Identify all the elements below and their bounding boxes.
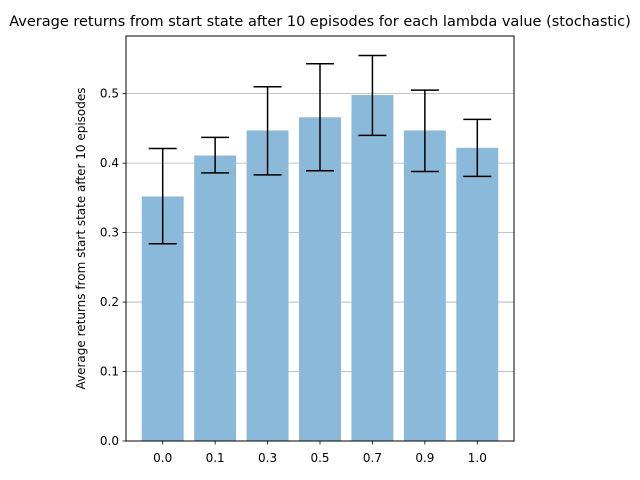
x-axis-ticks: 0.0 0.1 0.3 0.5 0.7 0.9 1.0 xyxy=(153,441,487,465)
y-tick-label: 0.4 xyxy=(100,156,119,170)
y-tick-label: 0.5 xyxy=(100,87,119,101)
bar-0.9 xyxy=(403,130,446,441)
y-axis-ticks: 0.0 0.1 0.2 0.3 0.4 0.5 xyxy=(100,87,126,448)
bar-0.3 xyxy=(246,130,289,441)
x-tick-label: 0.5 xyxy=(310,451,329,465)
x-tick-label: 0.0 xyxy=(153,451,172,465)
chart-title: Average returns from start state after 1… xyxy=(9,14,631,30)
x-tick-label: 0.7 xyxy=(363,451,382,465)
error-bars xyxy=(148,54,492,245)
x-tick-label: 0.3 xyxy=(258,451,277,465)
x-tick-label: 0.9 xyxy=(415,451,434,465)
y-tick-label: 0.1 xyxy=(100,365,119,379)
bar-1.0 xyxy=(456,147,499,441)
y-tick-label: 0.0 xyxy=(100,434,119,448)
bar-0.1 xyxy=(194,155,237,441)
y-tick-label: 0.3 xyxy=(100,226,119,240)
y-axis-label: Average returns from start state after 1… xyxy=(74,87,88,389)
bars xyxy=(141,95,499,442)
y-tick-label: 0.2 xyxy=(100,295,119,309)
x-tick-label: 1.0 xyxy=(468,451,487,465)
bar-0.7 xyxy=(351,95,394,441)
x-tick-label: 0.1 xyxy=(206,451,225,465)
